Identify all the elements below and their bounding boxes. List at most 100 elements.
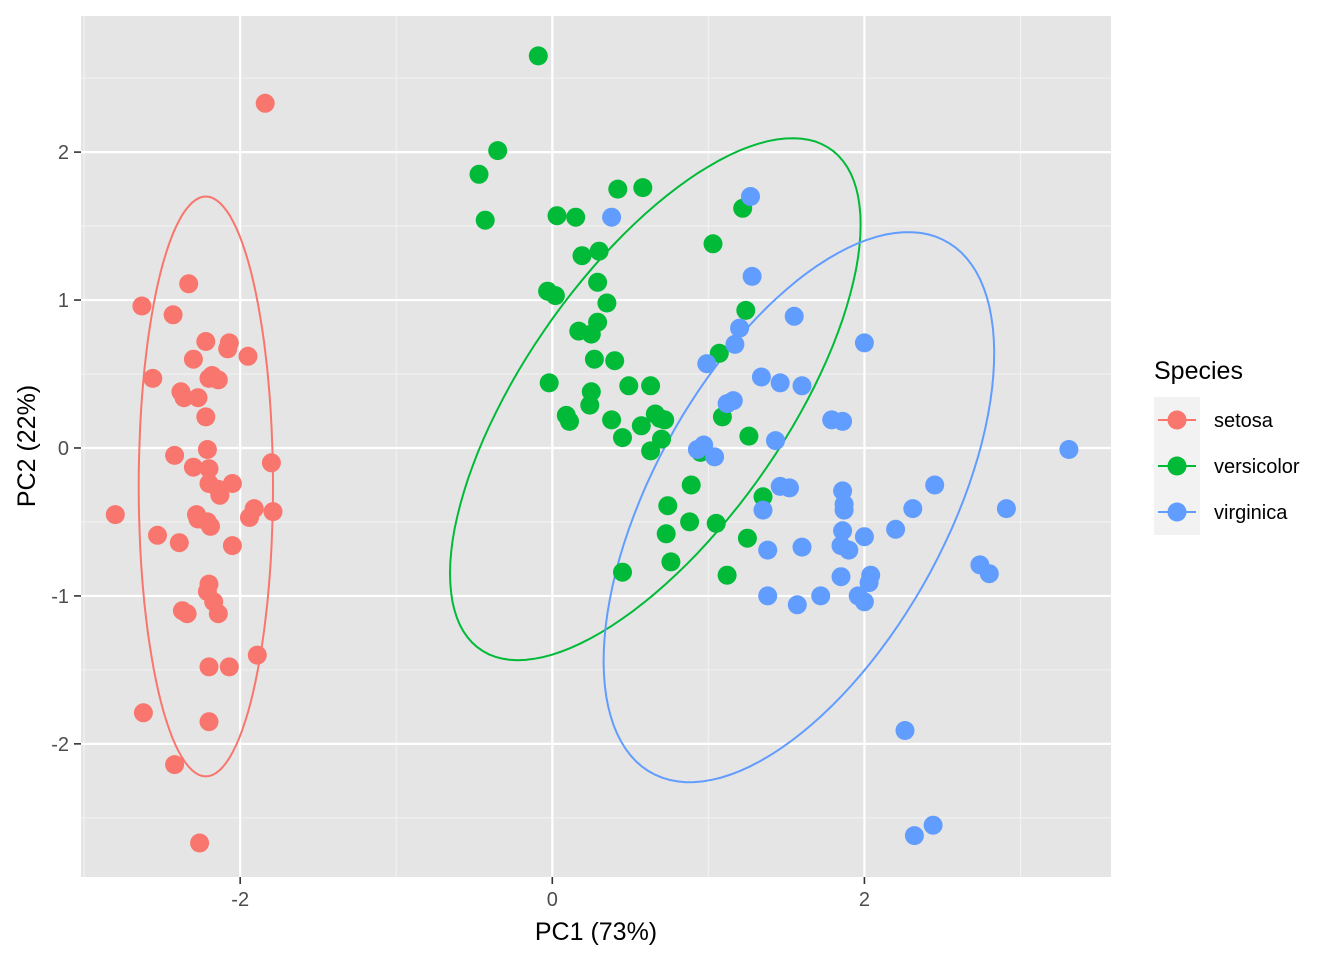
- point-versicolor: [475, 210, 495, 230]
- y-tick-label: 0: [58, 438, 69, 460]
- point-virginica: [925, 475, 945, 495]
- point-setosa: [199, 459, 219, 479]
- point-virginica: [859, 573, 879, 593]
- y-tick-label: 1: [58, 290, 69, 312]
- grid-major: [81, 16, 1111, 877]
- point-versicolor: [661, 552, 681, 572]
- point-versicolor: [597, 293, 617, 313]
- point-virginica: [854, 527, 874, 547]
- point-virginica: [834, 500, 854, 520]
- point-versicolor: [633, 178, 653, 198]
- point-versicolor: [605, 351, 625, 371]
- point-versicolor: [641, 441, 661, 461]
- point-versicolor: [545, 286, 565, 306]
- legend-label-versicolor: versicolor: [1214, 456, 1300, 478]
- point-virginica: [839, 540, 859, 560]
- y-tick-label: 2: [58, 142, 69, 164]
- point-virginica: [895, 721, 915, 740]
- point-setosa: [219, 657, 239, 677]
- point-virginica: [780, 478, 799, 498]
- point-setosa: [222, 536, 242, 556]
- point-setosa: [263, 502, 283, 522]
- point-virginica: [697, 354, 717, 374]
- point-virginica: [811, 586, 831, 606]
- point-versicolor: [580, 395, 600, 415]
- point-versicolor: [656, 524, 676, 544]
- point-versicolor: [539, 373, 559, 393]
- point-versicolor: [753, 487, 773, 507]
- point-virginica: [1059, 440, 1079, 459]
- point-virginica: [751, 367, 771, 387]
- legend-label-virginica: virginica: [1214, 502, 1288, 524]
- point-virginica: [903, 499, 923, 519]
- y-tick-label: -2: [51, 734, 69, 756]
- point-virginica: [758, 586, 778, 606]
- data-points: [105, 46, 1079, 853]
- ellipse-setosa: [137, 195, 274, 778]
- point-versicolor: [469, 164, 489, 184]
- point-setosa: [148, 525, 167, 545]
- point-setosa: [208, 370, 228, 390]
- point-virginica: [758, 540, 778, 560]
- x-axis: -2 0 2: [231, 877, 870, 911]
- point-versicolor: [584, 349, 604, 369]
- point-virginica: [753, 500, 773, 520]
- point-setosa: [183, 457, 203, 477]
- point-setosa: [240, 508, 259, 527]
- point-setosa: [133, 703, 153, 723]
- point-virginica: [741, 187, 760, 206]
- point-virginica: [904, 826, 924, 846]
- point-versicolor: [619, 376, 639, 396]
- point-versicolor: [528, 46, 548, 66]
- point-virginica: [784, 306, 804, 326]
- point-versicolor: [680, 512, 700, 532]
- point-virginica: [602, 207, 622, 227]
- point-versicolor: [703, 234, 723, 254]
- legend-key-dot: [1167, 410, 1187, 430]
- point-setosa: [255, 93, 275, 113]
- point-virginica: [996, 499, 1016, 519]
- point-virginica: [833, 521, 853, 541]
- plot-panel: [81, 16, 1111, 877]
- point-virginica: [766, 431, 785, 451]
- point-versicolor: [658, 496, 678, 516]
- point-setosa: [210, 485, 230, 505]
- point-versicolor: [572, 246, 592, 266]
- point-versicolor: [488, 141, 508, 161]
- point-versicolor: [589, 241, 609, 261]
- point-setosa: [177, 604, 197, 624]
- point-versicolor: [588, 312, 608, 332]
- point-virginica: [831, 567, 851, 587]
- point-setosa: [238, 346, 258, 366]
- point-versicolor: [736, 300, 756, 320]
- point-setosa: [143, 368, 163, 388]
- point-setosa: [199, 712, 219, 732]
- legend: Species setosa versicolor virginica: [1154, 357, 1300, 535]
- ellipse-versicolor: [448, 137, 862, 662]
- point-virginica: [770, 373, 790, 393]
- point-setosa: [197, 440, 217, 459]
- legend-key-dot: [1167, 502, 1187, 522]
- legend-title: Species: [1154, 357, 1243, 385]
- point-setosa: [218, 339, 238, 359]
- point-versicolor: [717, 565, 737, 585]
- point-virginica: [725, 334, 745, 354]
- point-virginica: [742, 266, 762, 286]
- point-setosa: [165, 445, 185, 465]
- point-versicolor: [588, 272, 608, 292]
- point-setosa: [208, 604, 228, 624]
- point-setosa: [222, 474, 242, 493]
- point-versicolor: [709, 343, 729, 363]
- x-tick-label: 2: [859, 889, 870, 911]
- point-virginica: [787, 595, 807, 615]
- point-setosa: [169, 533, 189, 553]
- point-setosa: [247, 645, 267, 665]
- point-setosa: [163, 305, 183, 325]
- point-versicolor: [608, 179, 628, 199]
- point-virginica: [854, 592, 874, 612]
- point-setosa: [183, 349, 203, 369]
- point-versicolor: [706, 513, 726, 533]
- point-versicolor: [547, 206, 567, 226]
- point-versicolor: [737, 528, 757, 548]
- y-axis: -2 -1 0 1 2: [51, 142, 81, 756]
